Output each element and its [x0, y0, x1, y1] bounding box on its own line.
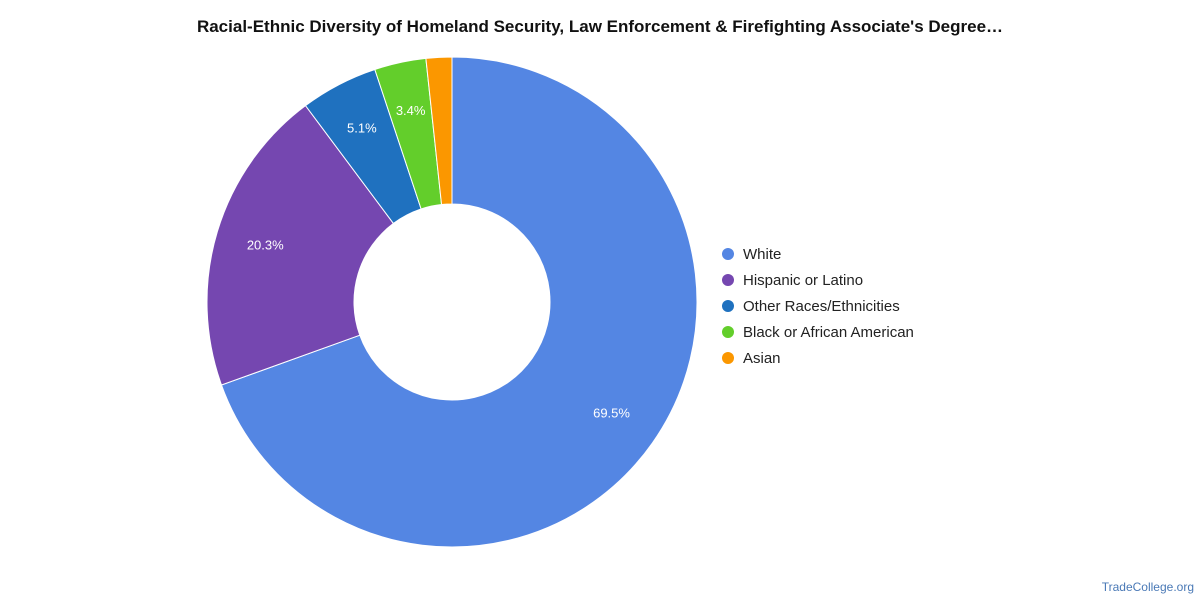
- legend-label-hispanic-or-latino: Hispanic or Latino: [743, 271, 864, 289]
- slice-label-black-or-african-american: 3.4%: [396, 103, 426, 118]
- legend-swatch-white: [722, 248, 734, 260]
- slice-label-hispanic-or-latino: 20.3%: [247, 237, 284, 252]
- legend-swatch-asian: [722, 352, 734, 364]
- legend-item-white[interactable]: White: [722, 241, 914, 267]
- legend-label-other-races-ethnicities: Other Races/Ethnicities: [743, 297, 900, 315]
- legend-label-asian: Asian: [743, 349, 781, 367]
- donut-slice-asian[interactable]: [425, 56, 453, 206]
- legend-item-hispanic-or-latino[interactable]: Hispanic or Latino: [722, 267, 914, 293]
- donut-slice-hispanic-or-latino[interactable]: [206, 104, 395, 386]
- legend-swatch-black-or-african-american: [722, 326, 734, 338]
- legend-item-asian[interactable]: Asian: [722, 345, 914, 371]
- legend-swatch-other-races-ethnicities: [722, 300, 734, 312]
- source-watermark[interactable]: TradeCollege.org: [1101, 580, 1194, 594]
- legend-item-other-races-ethnicities[interactable]: Other Races/Ethnicities: [722, 293, 914, 319]
- legend-swatch-hispanic-or-latino: [722, 274, 734, 286]
- slice-label-white: 69.5%: [593, 406, 630, 421]
- legend-label-black-or-african-american: Black or African American: [743, 323, 914, 341]
- slice-label-other-races-ethnicities: 5.1%: [347, 121, 377, 136]
- legend-label-white: White: [743, 245, 782, 263]
- legend-item-black-or-african-american[interactable]: Black or African American: [722, 319, 914, 345]
- donut-slice-white[interactable]: [220, 56, 698, 548]
- chart-title: Racial-Ethnic Diversity of Homeland Secu…: [196, 17, 1004, 36]
- chart-legend: White Hispanic or Latino Other Races/Ethni…: [722, 241, 914, 371]
